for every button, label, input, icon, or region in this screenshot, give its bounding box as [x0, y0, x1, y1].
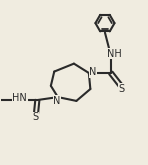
Text: HN: HN — [12, 93, 27, 103]
Text: N: N — [53, 96, 61, 106]
Text: NH: NH — [107, 49, 122, 59]
Text: S: S — [119, 83, 125, 94]
Text: N: N — [89, 67, 97, 77]
Text: S: S — [33, 112, 39, 122]
